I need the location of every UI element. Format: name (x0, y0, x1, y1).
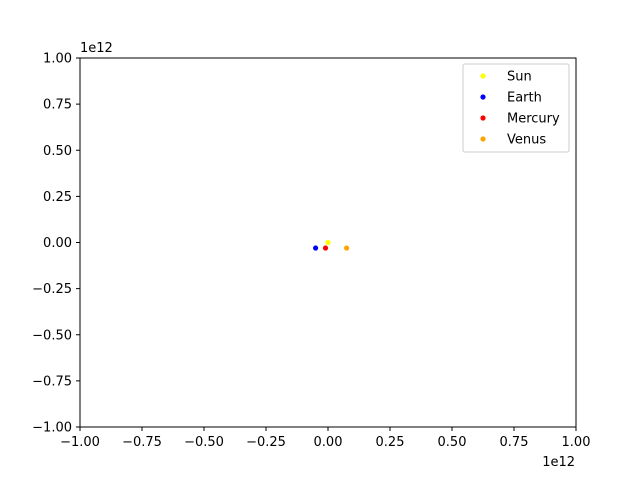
x-axis-offset-label: 1e12 (542, 455, 575, 470)
x-tick-label: 1.00 (562, 435, 591, 450)
legend-marker-earth (480, 94, 486, 100)
legend-label-sun: Sun (507, 70, 532, 85)
y-tick-label: −0.75 (32, 374, 72, 389)
x-tick-label: 0.00 (314, 435, 343, 450)
data-point-earth (313, 245, 319, 251)
legend-box (462, 63, 570, 153)
x-tick-label: −0.25 (246, 435, 286, 450)
y-tick-label: 0.75 (43, 98, 72, 113)
x-tick-label: 0.75 (500, 435, 529, 450)
y-tick-label: 1.00 (43, 52, 72, 67)
y-tick-label: 0.50 (43, 144, 72, 159)
x-tick-label: 0.25 (376, 435, 405, 450)
legend-label-venus: Venus (507, 133, 546, 148)
x-tick-label: −0.50 (184, 435, 224, 450)
plot-area (313, 239, 350, 251)
y-tick-label: 0.00 (43, 236, 72, 251)
y-tick-label: 0.25 (43, 190, 72, 205)
legend-label-mercury: Mercury (507, 112, 560, 127)
legend-label-earth: Earth (507, 91, 542, 106)
y-axis-offset-label: 1e12 (80, 41, 113, 56)
y-tick-label: −0.50 (32, 328, 72, 343)
data-point-venus (344, 245, 350, 251)
y-tick-label: −0.25 (32, 282, 72, 297)
legend-marker-venus (480, 136, 486, 142)
x-tick-label: −0.75 (122, 435, 162, 450)
y-tick-label: −1.00 (32, 421, 72, 436)
legend-marker-sun (480, 73, 486, 79)
legend: Sun Earth Mercury Venus (462, 63, 570, 153)
data-point-mercury (322, 245, 329, 251)
x-tick-label: 0.50 (438, 435, 467, 450)
data-point-sun (325, 239, 331, 246)
x-tick-label: −1.00 (60, 435, 100, 450)
legend-marker-mercury (480, 115, 486, 121)
axes: −1.00 −0.75 −0.50 −0.25 0.00 0.25 0.50 0.75 1.00… (32, 52, 590, 451)
